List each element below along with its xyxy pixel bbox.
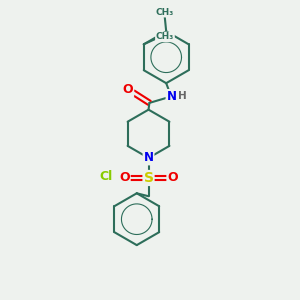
Text: H: H xyxy=(178,92,187,101)
Text: O: O xyxy=(167,172,178,184)
Text: CH₃: CH₃ xyxy=(156,32,174,41)
Text: CH₃: CH₃ xyxy=(156,8,174,17)
Text: O: O xyxy=(123,83,133,96)
Text: N: N xyxy=(143,152,154,164)
Text: Cl: Cl xyxy=(100,170,113,183)
Text: S: S xyxy=(143,171,154,185)
Text: O: O xyxy=(119,172,130,184)
Text: N: N xyxy=(167,90,176,103)
